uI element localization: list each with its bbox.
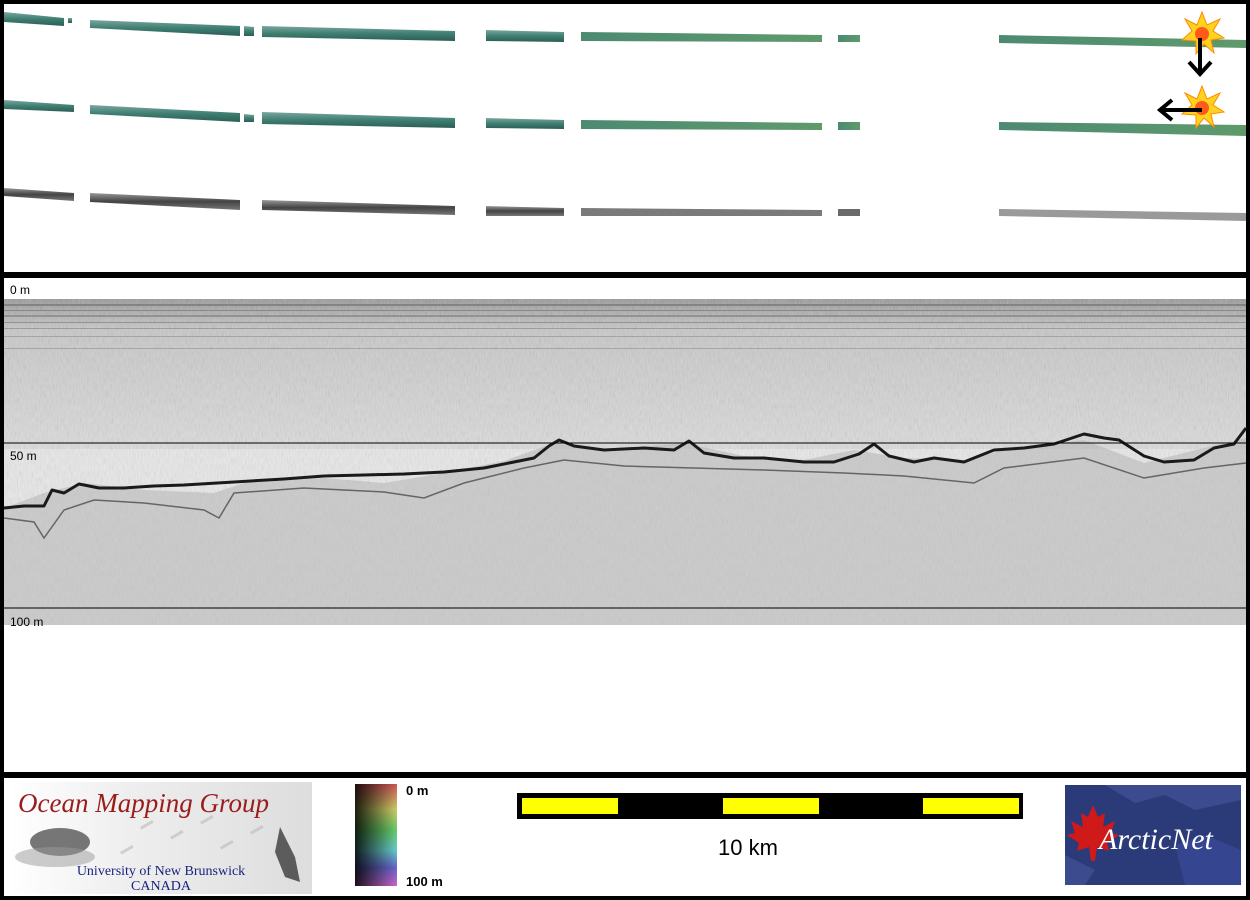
depth-color-legend — [355, 784, 397, 886]
footer-panel: Ocean Mapping Group University of New Br… — [4, 778, 1246, 896]
swath-strips — [4, 10, 1246, 221]
swath-row-1 — [4, 12, 1246, 48]
legend-top-label: 0 m — [406, 783, 429, 798]
depth-label-top: 0 m — [10, 283, 31, 297]
omg-logo-line1: University of New Brunswick — [76, 864, 246, 879]
sonar-profile-panel: 0 m 50 m 100 m — [4, 278, 1246, 772]
surface-banding — [4, 304, 1246, 349]
scale-bar-label: 10 km — [718, 835, 778, 860]
depth-label-mid: 50 m — [10, 449, 37, 463]
swath-panel — [4, 4, 1246, 272]
maple-leaf-icon — [1067, 805, 1119, 861]
legend-bottom-label: 100 m — [406, 874, 443, 889]
arcticnet-map-art — [1065, 785, 1241, 885]
sun-marker-icon — [1180, 84, 1226, 130]
omg-logo: Ocean Mapping Group University of New Br… — [10, 782, 312, 894]
sun-marker-icon — [1180, 10, 1226, 56]
arcticnet-logo-text: ArcticNet — [1099, 823, 1213, 856]
sonar-profile — [4, 299, 1246, 625]
arrow-left-icon — [1156, 98, 1202, 122]
omg-logo-title: Ocean Mapping Group — [18, 788, 269, 818]
omg-logo-art — [15, 815, 300, 882]
depth-label-bottom: 100 m — [10, 615, 44, 629]
swath-row-2 — [4, 100, 1246, 136]
omg-logo-line2: CANADA — [131, 879, 191, 894]
arrow-down-icon — [1187, 38, 1213, 77]
swath-row-3 — [4, 188, 1246, 221]
arcticnet-logo: ArcticNet — [1065, 785, 1241, 885]
